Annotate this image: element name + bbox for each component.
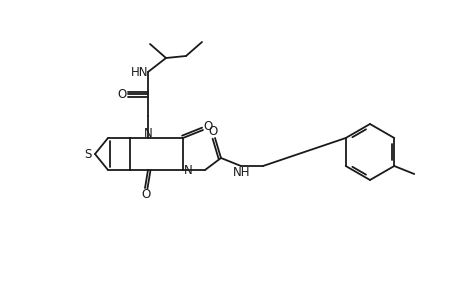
Text: O: O	[117, 88, 126, 100]
Text: N: N	[143, 127, 152, 140]
Text: S: S	[84, 148, 91, 160]
Text: HN: HN	[131, 65, 148, 79]
Text: O: O	[141, 188, 150, 202]
Text: O: O	[203, 119, 212, 133]
Text: N: N	[183, 164, 192, 176]
Text: O: O	[208, 124, 217, 137]
Text: NH: NH	[233, 167, 250, 179]
